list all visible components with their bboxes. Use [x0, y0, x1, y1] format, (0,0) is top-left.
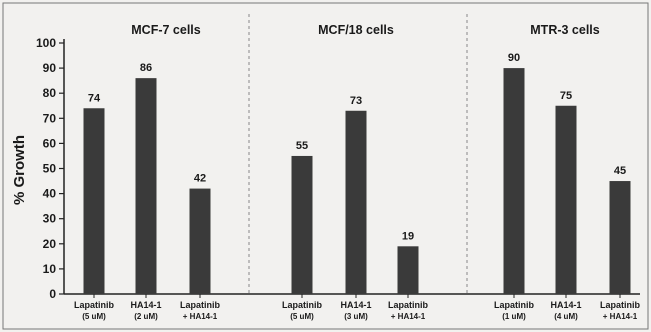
x-category-label: Lapatinib — [388, 300, 429, 310]
group-title: MTR-3 cells — [530, 23, 600, 37]
y-tick-label: 40 — [43, 187, 57, 201]
bar — [83, 108, 105, 294]
y-tick-label: 20 — [43, 237, 57, 251]
x-category-sublabel: (3 uM) — [344, 312, 368, 321]
bar — [555, 105, 577, 294]
y-tick-label: 100 — [36, 36, 56, 50]
x-category-sublabel: (4 uM) — [554, 312, 578, 321]
x-category-label: Lapatinib — [180, 300, 221, 310]
x-category-sublabel: + HA14-1 — [183, 312, 218, 321]
bar-value-label: 19 — [402, 230, 414, 242]
y-axis-label-group: % Growth — [11, 135, 28, 205]
bar — [609, 181, 631, 294]
y-tick-label: 80 — [43, 86, 57, 100]
plot-area: 0 10 20 30 40 50 60 70 80 90 100 MCF-7 cells 74 Lapat… — [36, 14, 641, 321]
bar-value-label: 42 — [194, 173, 206, 185]
x-category-label: HA14-1 — [550, 300, 581, 310]
y-tick-label: 0 — [49, 287, 56, 301]
x-category-label: HA14-1 — [130, 300, 161, 310]
x-category-sublabel: (1 uM) — [502, 312, 526, 321]
y-axis-label: % Growth — [11, 135, 28, 205]
x-category-sublabel: (5 uM) — [82, 312, 106, 321]
bar-value-label: 75 — [560, 90, 572, 102]
x-category-sublabel: + HA14-1 — [603, 312, 638, 321]
bar — [135, 78, 157, 294]
bar-value-label: 86 — [140, 62, 152, 74]
y-tick-label: 30 — [43, 212, 57, 226]
x-category-sublabel: (5 uM) — [290, 312, 314, 321]
bar-value-label: 45 — [614, 165, 626, 177]
bar — [291, 155, 313, 294]
x-category-sublabel: (2 uM) — [134, 312, 158, 321]
group-title: MCF/18 cells — [318, 23, 394, 37]
x-category-label: Lapatinib — [600, 300, 641, 310]
bar — [345, 110, 367, 295]
x-category-label: Lapatinib — [74, 300, 115, 310]
x-category-label: Lapatinib — [282, 300, 323, 310]
y-tick-label: 90 — [43, 61, 57, 75]
bar — [397, 246, 419, 294]
y-tick-label: 10 — [43, 262, 57, 276]
bar-value-label: 90 — [508, 52, 520, 64]
group-title: MCF-7 cells — [131, 23, 201, 37]
y-tick-label: 50 — [43, 162, 57, 176]
x-category-label: HA14-1 — [340, 300, 371, 310]
bar-value-label: 73 — [350, 95, 362, 107]
y-tick-label: 60 — [43, 136, 57, 150]
bar — [503, 68, 525, 294]
bar-value-label: 74 — [88, 92, 101, 104]
x-category-sublabel: + HA14-1 — [391, 312, 426, 321]
x-category-label: Lapatinib — [494, 300, 535, 310]
bar — [189, 188, 211, 294]
y-tick-label: 70 — [43, 111, 57, 125]
bar-value-label: 55 — [296, 140, 308, 152]
